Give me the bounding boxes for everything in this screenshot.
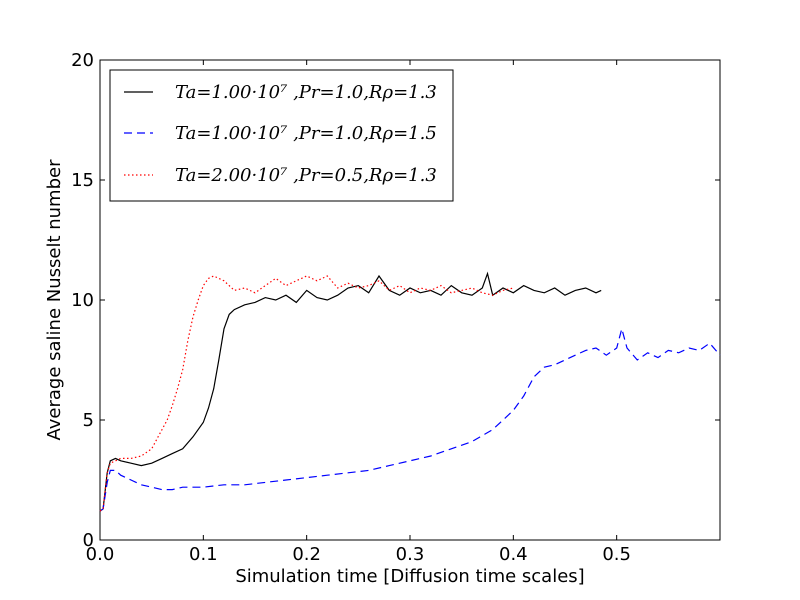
legend-label-series-1: Ta=1.00·10⁷ ,Pr=1.0,Rρ=1.3 [175, 82, 437, 103]
tick-labels-layer: 0.0 0.1 0.2 0.3 0.4 0.5 0 5 10 15 20 [71, 50, 631, 565]
y-tick-label: 15 [71, 170, 94, 191]
series-line-2 [99, 326, 721, 512]
y-axis-label: Average saline Nusselt number [44, 159, 65, 441]
y-tick-label: 10 [71, 290, 94, 311]
x-tick-label: 0.3 [396, 544, 425, 565]
x-axis-label: Simulation time [Diffusion time scales] [235, 566, 584, 587]
legend-label-series-2: Ta=1.00·10⁷ ,Pr=1.0,Rρ=1.5 [175, 123, 437, 144]
ticks-layer [99, 59, 720, 541]
y-tick-label: 5 [83, 410, 94, 431]
x-tick-label: 0.2 [292, 544, 321, 565]
series-layer [99, 271, 721, 512]
x-tick-label: 0.1 [189, 544, 218, 565]
series-line-3 [99, 275, 514, 512]
legend-label-series-3: Ta=2.00·10⁷ ,Pr=0.5,Rρ=1.3 [175, 165, 437, 186]
y-tick-label: 20 [71, 50, 94, 71]
x-tick-label: 0.5 [602, 544, 631, 565]
legend-box [109, 69, 454, 202]
series-line-1 [99, 271, 602, 512]
x-tick-label: 0.0 [86, 544, 115, 565]
y-tick-label: 0 [83, 530, 94, 551]
legend: Ta=1.00·10⁷ ,Pr=1.0,Rρ=1.3 Ta=1.00·10⁷ ,… [109, 69, 454, 202]
x-tick-label: 0.4 [499, 544, 528, 565]
